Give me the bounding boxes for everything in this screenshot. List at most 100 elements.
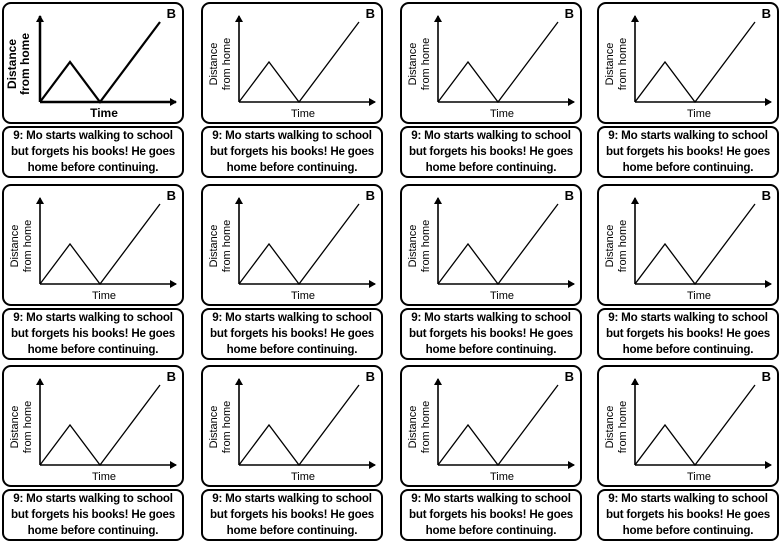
- scenario-caption: 9: Mo starts walking to school but forget…: [409, 128, 573, 176]
- x-axis-arrowhead: [568, 280, 575, 288]
- x-axis-label: Time: [92, 471, 116, 483]
- graph-panel: Distancefrom home Time B: [400, 184, 582, 306]
- caption-line-2: but forgets his books! He goes: [209, 145, 375, 158]
- card-letter: B: [166, 369, 176, 384]
- y-axis-label-line-2: from home: [22, 401, 34, 454]
- caption-line-2: but forgets his books! He goes: [209, 327, 375, 340]
- y-axis-label-line-1: Distance: [407, 406, 419, 449]
- distance-time-graph: Distancefrom home Time: [407, 378, 575, 483]
- y-axis-arrowhead: [235, 15, 243, 22]
- scenario-caption: 9: Mo starts walking to school but forget…: [606, 310, 770, 358]
- caption-panel: 9: Mo starts walking to school but forget…: [597, 489, 779, 541]
- card-letter: B: [564, 369, 574, 384]
- journey-line: [634, 384, 756, 467]
- caption-panel: 9: Mo starts walking to school but forget…: [2, 308, 184, 360]
- y-axis-arrowhead: [235, 378, 243, 385]
- x-axis-arrowhead: [765, 280, 772, 288]
- journey-line: [437, 384, 559, 467]
- y-axis-label-line-2: from home: [617, 220, 629, 273]
- y-axis-arrowhead: [434, 197, 442, 204]
- x-axis-arrowhead: [765, 461, 772, 469]
- y-axis-label-line-1: Distance: [5, 39, 19, 89]
- y-axis-label: Distancefrom home: [604, 401, 629, 454]
- distance-time-graph: Distancefrom home Time: [208, 15, 376, 120]
- caption-line-3: home before continuing.: [27, 343, 159, 356]
- y-axis-label: Distancefrom home: [208, 38, 233, 91]
- distance-time-graph: Distancefrom home Time: [604, 15, 772, 120]
- caption-line-2: but forgets his books! He goes: [605, 508, 771, 521]
- caption-line-3: home before continuing.: [425, 524, 557, 537]
- caption-line-1: 9: Mo starts walking to school: [212, 129, 372, 142]
- y-axis-label-line-1: Distance: [208, 43, 220, 86]
- distance-time-graph: Distancefrom home Time: [9, 197, 177, 302]
- card-letter: B: [564, 188, 574, 203]
- card-letter: B: [761, 369, 771, 384]
- caption-line-1: 9: Mo starts walking to school: [212, 492, 372, 505]
- caption-line-3: home before continuing.: [622, 524, 754, 537]
- caption-line-2: but forgets his books! He goes: [605, 145, 771, 158]
- y-axis-label-line-1: Distance: [604, 225, 616, 268]
- y-axis-label-line-1: Distance: [604, 43, 616, 86]
- journey-line: [39, 203, 161, 286]
- caption-line-2: but forgets his books! He goes: [408, 327, 574, 340]
- y-axis-arrowhead: [631, 197, 639, 204]
- y-axis-label: Distancefrom home: [9, 220, 34, 273]
- caption-panel: 9: Mo starts walking to school but forget…: [400, 126, 582, 178]
- journey-line: [39, 21, 161, 104]
- card-letter: B: [564, 6, 574, 21]
- journey-line: [437, 203, 559, 286]
- x-axis-label: Time: [92, 290, 116, 302]
- scenario-caption: 9: Mo starts walking to school but forget…: [11, 491, 175, 539]
- caption-panel: 9: Mo starts walking to school but forget…: [400, 489, 582, 541]
- distance-time-graph: Distancefrom home Time: [407, 15, 575, 120]
- card-letter: B: [761, 6, 771, 21]
- x-axis-arrowhead: [568, 98, 575, 106]
- x-axis-label: Time: [291, 108, 315, 120]
- x-axis-label: Time: [687, 108, 711, 120]
- y-axis-arrowhead: [434, 378, 442, 385]
- card-letter: B: [365, 6, 375, 21]
- y-axis-label: Distancefrom home: [9, 401, 34, 454]
- card-letter: B: [761, 188, 771, 203]
- distance-time-graph: Distancefrom home Time: [407, 197, 575, 302]
- caption-line-1: 9: Mo starts walking to school: [608, 311, 768, 324]
- x-axis-arrowhead: [170, 280, 177, 288]
- graph-panel: Distancefrom home Time B: [597, 184, 779, 306]
- y-axis-label-line-1: Distance: [407, 225, 419, 268]
- x-axis-label: Time: [687, 471, 711, 483]
- graph-panel: Distancefrom home Time B: [400, 365, 582, 487]
- caption-line-2: but forgets his books! He goes: [209, 508, 375, 521]
- y-axis-label-line-2: from home: [221, 38, 233, 91]
- caption-line-3: home before continuing.: [27, 524, 159, 537]
- x-axis-arrowhead: [568, 461, 575, 469]
- caption-panel: 9: Mo starts walking to school but forget…: [2, 126, 184, 178]
- journey-line: [238, 203, 360, 286]
- caption-panel: 9: Mo starts walking to school but forget…: [2, 489, 184, 541]
- caption-line-2: but forgets his books! He goes: [408, 145, 574, 158]
- x-axis-label: Time: [490, 290, 514, 302]
- distance-time-graph: Distancefrom home Time: [604, 378, 772, 483]
- y-axis-label-line-2: from home: [617, 38, 629, 91]
- y-axis-arrowhead: [36, 15, 44, 22]
- y-axis-arrowhead: [36, 197, 44, 204]
- x-axis-arrowhead: [170, 461, 177, 469]
- y-axis-label-line-1: Distance: [9, 225, 21, 268]
- graph-panel: Distancefrom home Time B: [201, 2, 383, 124]
- card-letter: B: [166, 188, 176, 203]
- scenario-caption: 9: Mo starts walking to school but forget…: [409, 310, 573, 358]
- caption-line-3: home before continuing.: [425, 343, 557, 356]
- caption-line-3: home before continuing.: [27, 161, 159, 174]
- graph-panel: Distancefrom home Time B: [2, 2, 184, 124]
- y-axis-label-line-2: from home: [18, 33, 32, 95]
- caption-line-3: home before continuing.: [425, 161, 557, 174]
- caption-line-3: home before continuing.: [226, 343, 358, 356]
- caption-line-1: 9: Mo starts walking to school: [13, 492, 173, 505]
- scenario-caption: 9: Mo starts walking to school but forget…: [11, 310, 175, 358]
- y-axis-label-line-1: Distance: [9, 406, 21, 449]
- y-axis-label: Distancefrom home: [407, 220, 432, 273]
- caption-panel: 9: Mo starts walking to school but forget…: [597, 126, 779, 178]
- caption-line-1: 9: Mo starts walking to school: [608, 492, 768, 505]
- caption-line-2: but forgets his books! He goes: [408, 508, 574, 521]
- y-axis-label-line-2: from home: [221, 220, 233, 273]
- graph-panel: Distancefrom home Time B: [400, 2, 582, 124]
